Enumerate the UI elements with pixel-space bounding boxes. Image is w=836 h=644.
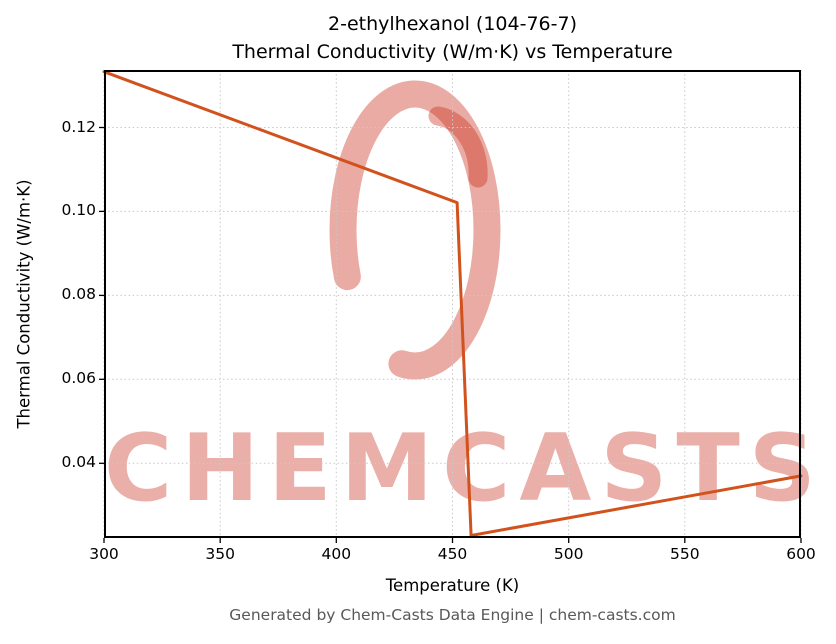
y-tick-label: 0.08 <box>61 285 96 304</box>
y-tick-label: 0.04 <box>61 453 96 472</box>
y-tick-label: 0.06 <box>61 369 96 388</box>
x-tick-label: 300 <box>89 545 119 563</box>
chart-subtitle: Thermal Conductivity (W/m·K) vs Temperat… <box>232 41 673 63</box>
x-tick-label: 400 <box>321 545 352 563</box>
chart-titles: 2-ethylhexanol (104-76-7) Thermal Conduc… <box>104 10 801 66</box>
axes-box <box>104 70 801 538</box>
footer-text: Generated by Chem-Casts Data Engine | ch… <box>229 606 676 624</box>
x-axis-label: Temperature (K) <box>385 576 520 595</box>
x-tick-label: 600 <box>786 545 816 563</box>
watermark-text: CHEMCASTS <box>104 414 825 522</box>
x-tick-label: 550 <box>670 545 700 563</box>
x-tick-label: 350 <box>205 545 235 563</box>
y-tick-label: 0.12 <box>61 117 96 136</box>
y-tick-label: 0.10 <box>61 201 96 220</box>
x-tick-label: 500 <box>553 545 584 563</box>
conductivity-line <box>102 70 803 537</box>
plot-svg <box>99 70 803 543</box>
x-tick-label: 450 <box>437 545 468 563</box>
chemcasts-swirl-icon <box>329 80 501 380</box>
plot-area: CHEMCASTS <box>99 70 825 543</box>
chart-title: 2-ethylhexanol (104-76-7) <box>328 13 577 35</box>
